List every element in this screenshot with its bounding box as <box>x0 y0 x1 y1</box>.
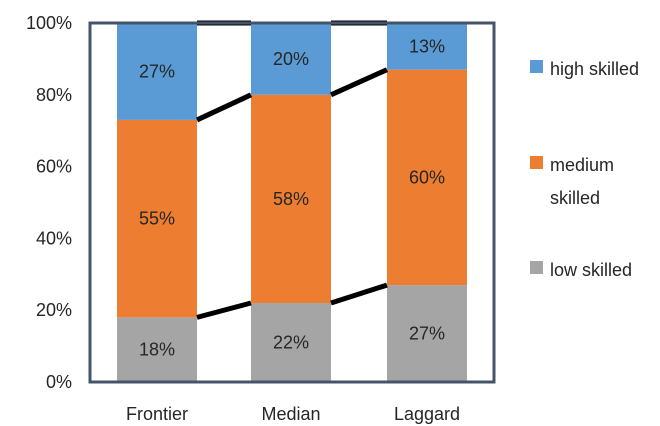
legend-label: skilled <box>550 188 600 208</box>
legend-marker <box>530 60 543 73</box>
data-label: 13% <box>409 36 445 56</box>
legend-label: medium <box>550 155 614 175</box>
bar-segment-medium-skilled <box>387 69 467 286</box>
x-tick-label: Laggard <box>394 404 460 424</box>
data-label: 27% <box>409 324 445 344</box>
bar-segment-high-skilled <box>387 23 467 70</box>
bar-segment-medium-skilled <box>117 119 197 318</box>
y-tick-label: 100% <box>26 13 72 33</box>
y-tick-label: 80% <box>36 85 72 105</box>
series-line <box>195 92 253 123</box>
y-tick-label: 40% <box>36 228 72 248</box>
x-tick-label: Frontier <box>126 404 188 424</box>
data-label: 27% <box>139 61 175 81</box>
y-tick-label: 60% <box>36 157 72 177</box>
legend-marker <box>530 156 543 169</box>
data-label: 20% <box>273 49 309 69</box>
series-line <box>196 300 252 320</box>
data-label: 60% <box>409 167 445 187</box>
bar-segment-high-skilled <box>251 23 331 95</box>
y-tick-label: 20% <box>36 300 72 320</box>
series-line <box>329 67 389 98</box>
bar-segment-low-skilled <box>251 303 331 382</box>
legend-marker <box>530 261 543 274</box>
data-label: 55% <box>139 209 175 229</box>
legend-label: high skilled <box>550 59 639 79</box>
series-line <box>330 282 388 306</box>
legend-label: low skilled <box>550 260 632 280</box>
bar-segment-medium-skilled <box>251 94 331 304</box>
bar-segment-low-skilled <box>387 285 467 382</box>
data-label: 22% <box>273 333 309 353</box>
y-tick-label: 0% <box>46 372 72 392</box>
bar-segment-high-skilled <box>117 23 197 120</box>
data-label: 58% <box>273 189 309 209</box>
plot-frame <box>88 21 496 384</box>
bar-segment-low-skilled <box>117 317 197 382</box>
data-label: 18% <box>139 340 175 360</box>
x-tick-label: Median <box>261 404 320 424</box>
